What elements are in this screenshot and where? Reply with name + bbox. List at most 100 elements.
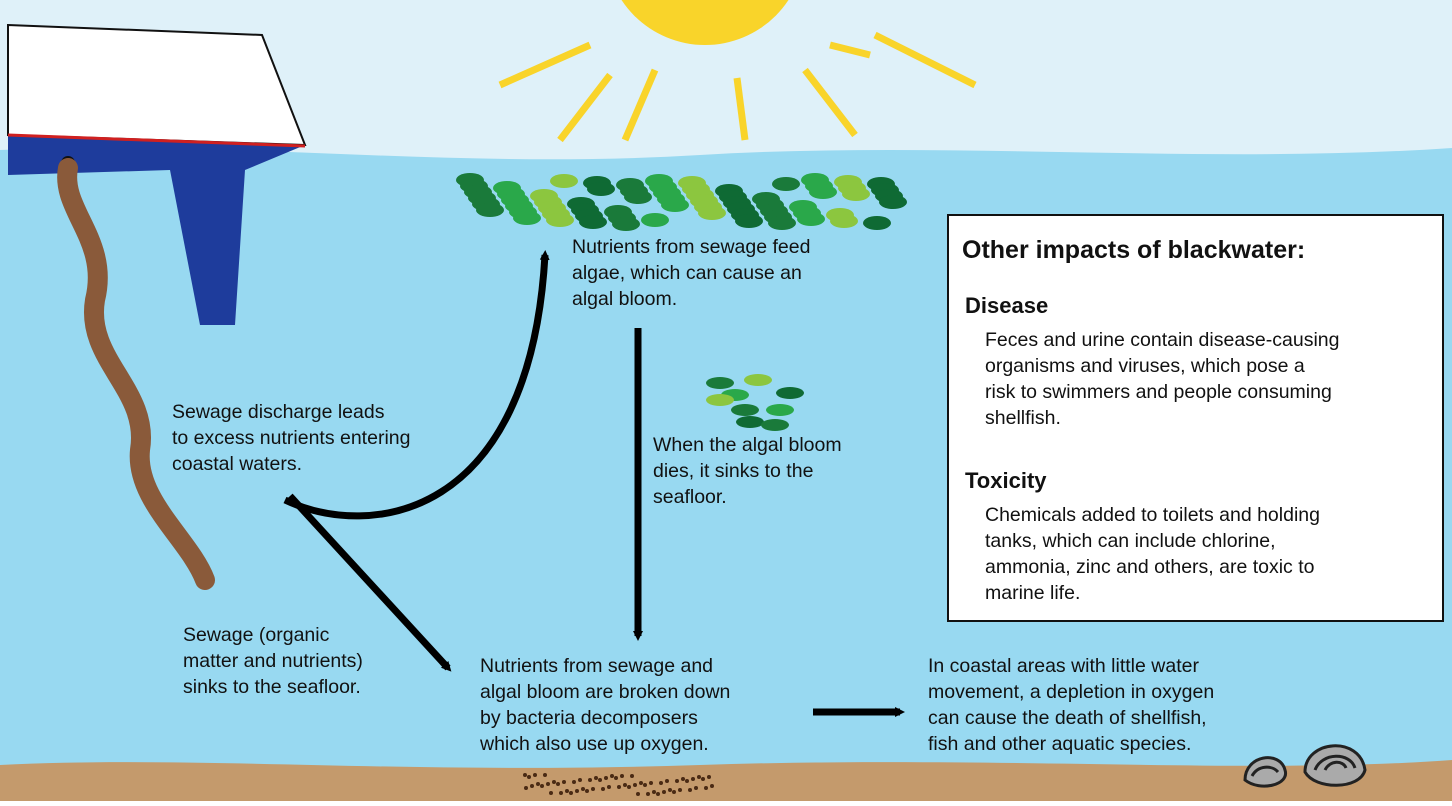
alga xyxy=(706,394,734,406)
alga xyxy=(513,211,541,225)
label-line: which also use up oxygen. xyxy=(479,733,709,755)
alga xyxy=(744,374,772,386)
section-line: risk to swimmers and people consuming xyxy=(985,381,1332,403)
sediment-dot xyxy=(659,781,663,785)
sediment-dot xyxy=(685,779,689,783)
sediment-dot xyxy=(562,780,566,784)
label-line: Nutrients from sewage feed xyxy=(572,236,810,258)
sediment-dot xyxy=(556,782,560,786)
sediment-dot xyxy=(565,789,569,793)
sediment-dot xyxy=(585,789,589,793)
sediment-dot xyxy=(604,776,608,780)
sediment-dot xyxy=(594,776,598,780)
sediment-dot xyxy=(704,786,708,790)
sediment-dot xyxy=(678,788,682,792)
sediment-dot xyxy=(643,783,647,787)
label-line: fish and other aquatic species. xyxy=(928,733,1191,755)
sediment-dot xyxy=(665,779,669,783)
sediment-dot xyxy=(668,788,672,792)
sediment-dot xyxy=(578,778,582,782)
sediment-dot xyxy=(630,774,634,778)
label-line: Sewage (organic xyxy=(183,624,330,646)
page: Nutrients from sewage feedalgae, which c… xyxy=(0,0,1452,801)
alga xyxy=(624,190,652,204)
label-line: sinks to the seafloor. xyxy=(183,676,361,698)
sediment-dot xyxy=(610,774,614,778)
sediment-dot xyxy=(688,788,692,792)
sediment-dot xyxy=(575,789,579,793)
label-line: Sewage discharge leads xyxy=(172,401,385,423)
alga xyxy=(550,174,578,188)
section-heading: Toxicity xyxy=(965,468,1047,493)
label-line: can cause the death of shellfish, xyxy=(928,707,1207,729)
sediment-dot xyxy=(646,792,650,796)
alga xyxy=(612,217,640,231)
sediment-dot xyxy=(552,780,556,784)
label-line: algal bloom are broken down xyxy=(480,681,730,703)
alga xyxy=(736,416,764,428)
sediment-dot xyxy=(601,787,605,791)
sediment-dot xyxy=(672,790,676,794)
sediment-dot xyxy=(623,783,627,787)
sediment-dot xyxy=(549,791,553,795)
label-line: coastal waters. xyxy=(172,453,302,475)
alga xyxy=(842,187,870,201)
sediment-dot xyxy=(656,792,660,796)
section-line: shellfish. xyxy=(985,407,1061,429)
section-line: ammonia, zinc and others, are toxic to xyxy=(985,556,1315,578)
seabed xyxy=(0,760,1452,801)
sediment-dot xyxy=(524,786,528,790)
alga xyxy=(772,177,800,191)
sediment-dot xyxy=(620,774,624,778)
sediment-dot xyxy=(543,773,547,777)
alga xyxy=(830,214,858,228)
sediment-dot xyxy=(701,777,705,781)
sediment-dot xyxy=(533,773,537,777)
sediment-dot xyxy=(598,778,602,782)
sediment-dot xyxy=(591,787,595,791)
alga xyxy=(661,198,689,212)
section-heading: Disease xyxy=(965,293,1048,318)
sediment-dot xyxy=(540,784,544,788)
alga xyxy=(641,213,669,227)
sediment-dot xyxy=(691,777,695,781)
sediment-dot xyxy=(581,787,585,791)
sediment-dot xyxy=(530,784,534,788)
sediment-dot xyxy=(569,791,573,795)
sediment-dot xyxy=(707,775,711,779)
sediment-dot xyxy=(662,790,666,794)
label-line: In coastal areas with little water xyxy=(928,655,1199,677)
alga xyxy=(797,212,825,226)
sediment-dot xyxy=(633,783,637,787)
alga xyxy=(579,215,607,229)
alga xyxy=(863,216,891,230)
sediment-dot xyxy=(652,790,656,794)
sediment-dot xyxy=(617,785,621,789)
sediment-dot xyxy=(639,781,643,785)
sediment-dot xyxy=(536,782,540,786)
alga xyxy=(698,206,726,220)
sediment-dot xyxy=(627,785,631,789)
sediment-dot xyxy=(572,780,576,784)
box-title: Other impacts of blackwater: xyxy=(962,236,1305,264)
alga xyxy=(587,182,615,196)
section-line: Chemicals added to toilets and holding xyxy=(985,504,1320,526)
sediment-dot xyxy=(546,782,550,786)
scene: Nutrients from sewage feedalgae, which c… xyxy=(0,0,1452,801)
label-line: dies, it sinks to the xyxy=(653,460,813,482)
label-line: to excess nutrients entering xyxy=(172,427,410,449)
sediment-dot xyxy=(681,777,685,781)
sediment-dot xyxy=(523,773,527,777)
sediment-dot xyxy=(694,786,698,790)
section-line: Feces and urine contain disease-causing xyxy=(985,329,1339,351)
sediment-dot xyxy=(559,791,563,795)
section-line: marine life. xyxy=(985,582,1080,604)
sediment-dot xyxy=(527,775,531,779)
label-line: Nutrients from sewage and xyxy=(480,655,713,677)
label-line: When the algal bloom xyxy=(653,434,842,456)
label-line: movement, a depletion in oxygen xyxy=(928,681,1214,703)
alga xyxy=(731,404,759,416)
alga xyxy=(761,419,789,431)
alga xyxy=(768,216,796,230)
sediment-dot xyxy=(675,779,679,783)
